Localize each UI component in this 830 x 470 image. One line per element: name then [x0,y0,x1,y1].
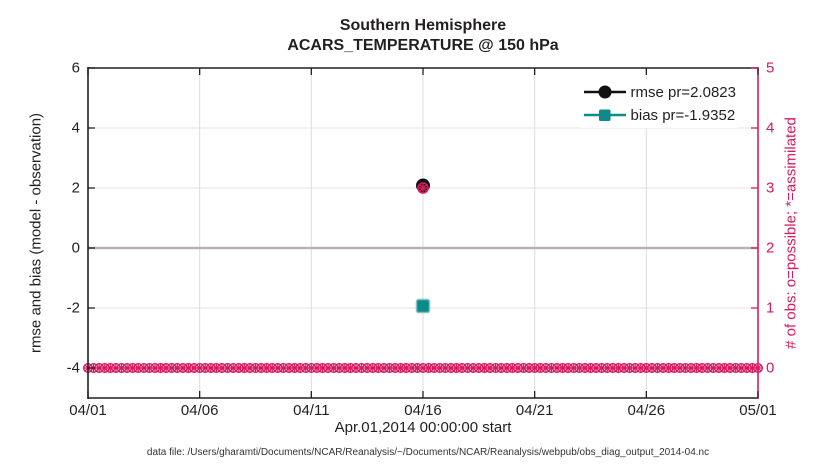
legend-item-bias: bias pr=-1.9352 [582,104,736,126]
left-y-tick-label: 2 [71,179,80,197]
chart-title: Southern Hemisphere [339,17,507,34]
right-y-axis-label: # of obs: o=possible; *=assimilated [782,117,800,349]
bias-marker-icon [583,109,626,121]
tick-marks [87,67,759,398]
x-tick-label: 04/26 [627,402,666,419]
right-y-tick-label: 0 [766,359,775,377]
left-y-tick-label: -4 [66,359,80,377]
x-tick-label: 04/11 [293,402,330,419]
data-file-caption: data file: /Users/gharamti/Documents/NCA… [146,447,710,458]
x-tick-label: 05/01 [739,402,777,419]
legend-label-bias: bias pr=-1.9352 [630,106,736,124]
legend-label-rmse: rmse pr=2.0823 [630,83,736,101]
x-tick-label: 04/01 [69,402,107,419]
left-y-tick-label: 6 [71,59,80,77]
obs-count-point [417,182,429,194]
obs-count-band [82,363,764,374]
x-axis-label: Apr.01,2014 00:00:00 start [334,419,512,436]
right-y-tick-label: 4 [766,119,775,137]
right-y-tick-label: 3 [766,179,775,197]
right-y-tick-label: 1 [766,299,775,317]
left-y-tick-label: 0 [71,239,80,257]
left-y-tick-label: -2 [66,299,80,317]
legend-item-rmse: rmse pr=2.0823 [582,81,736,103]
rmse-marker-icon [583,85,626,99]
x-tick-label: 04/16 [404,402,442,419]
bias-point [415,298,431,314]
left-y-tick-label: 4 [71,119,80,137]
right-y-tick-label: 2 [766,239,775,257]
right-y-tick-label: 5 [766,59,775,77]
x-tick-label: 04/21 [515,402,554,419]
chart-subtitle: ACARS_TEMPERATURE @ 150 hPa [287,37,559,54]
legend: rmse pr=2.0823 bias pr=-1.9352 [579,79,738,128]
x-tick-label: 04/06 [180,402,219,419]
left-y-axis-label: rmse and bias (model - observation) [27,112,45,354]
